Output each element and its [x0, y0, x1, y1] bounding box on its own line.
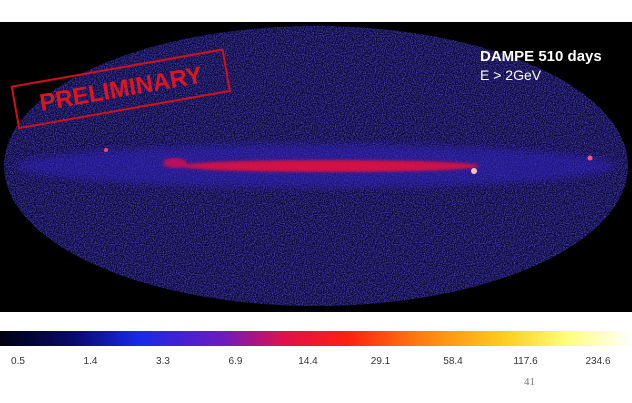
- colorbar-ticks: 0.5 1.4 3.3 6.9 14.4 29.1 58.4 117.6 234.6: [11, 356, 611, 367]
- caption: DAMPE 510 days: [480, 48, 602, 65]
- sky-map: [4, 26, 628, 306]
- colorbar-tick-label: 29.1: [371, 356, 391, 367]
- colorbar-tick-label: 0.5: [11, 356, 25, 367]
- colorbar-tick-label: 117.6: [513, 356, 538, 367]
- colorbar-tick-label: 234.6: [585, 356, 610, 367]
- colorbar-tick-label: 3.3: [156, 356, 170, 367]
- colorbar: [0, 331, 632, 346]
- colorbar-tick-label: 6.9: [229, 356, 243, 367]
- point-source: [587, 155, 593, 161]
- plane-source: [163, 158, 187, 168]
- point-source: [104, 148, 108, 152]
- point-source: [471, 168, 477, 174]
- plane-core: [180, 160, 480, 172]
- page-number: 41: [524, 376, 535, 388]
- colorbar-tick-label: 1.4: [84, 356, 98, 367]
- caption: E > 2GeV: [480, 67, 542, 83]
- colorbar-tick-label: 58.4: [443, 356, 463, 367]
- stamp-border: [10, 48, 231, 130]
- colorbar-tick-label: 14.4: [298, 356, 318, 367]
